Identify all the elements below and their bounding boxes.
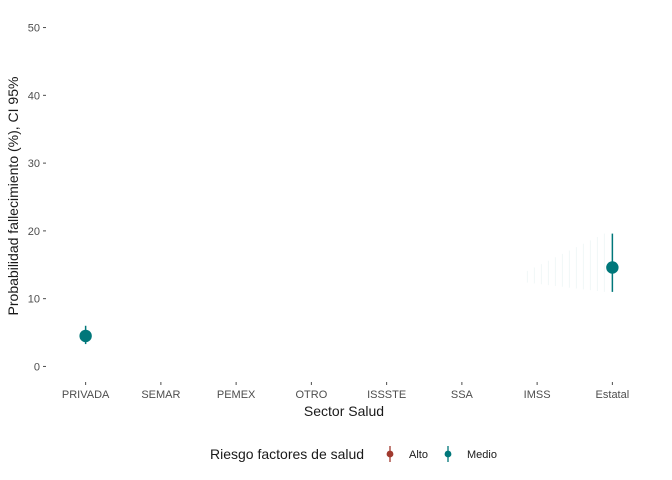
legend-key-point — [444, 450, 452, 458]
y-axis-title: Probabilidad fallecimiento (%), CI 95% — [5, 77, 21, 316]
y-tick-label: 0 — [34, 361, 40, 373]
x-tick-label: ISSSTE — [367, 389, 406, 401]
legend-label: Medio — [467, 449, 497, 461]
y-tick-label: 30 — [28, 158, 40, 170]
y-tick-label: 20 — [28, 226, 40, 238]
legend: Riesgo factores de salud Alto Medio — [210, 446, 497, 462]
y-tick-label: 10 — [28, 294, 40, 306]
x-axis-title: Sector Salud — [304, 403, 384, 419]
y-axis: 0 10 20 30 40 50 — [28, 23, 46, 373]
faint-trend-overlay — [526, 233, 605, 292]
x-tick-label: PRIVADA — [62, 389, 110, 401]
data-point-medio — [606, 261, 619, 274]
x-tick-label: SSA — [451, 389, 474, 401]
legend-title: Riesgo factores de salud — [210, 446, 364, 462]
plot-marks — [79, 233, 619, 345]
x-tick-label: SEMAR — [141, 389, 180, 401]
y-tick-label: 40 — [28, 90, 40, 102]
x-tick-label: IMSS — [524, 389, 551, 401]
x-tick-label: PEMEX — [217, 389, 256, 401]
x-tick-label: Estatal — [596, 389, 630, 401]
legend-key-point — [386, 450, 394, 458]
x-tick-label: OTRO — [295, 389, 327, 401]
legend-label: Alto — [409, 449, 428, 461]
y-tick-label: 50 — [28, 23, 40, 35]
x-axis: PRIVADA SEMAR PEMEX OTRO ISSSTE SSA IMSS Estata… — [62, 382, 629, 401]
data-point-medio — [79, 329, 92, 343]
